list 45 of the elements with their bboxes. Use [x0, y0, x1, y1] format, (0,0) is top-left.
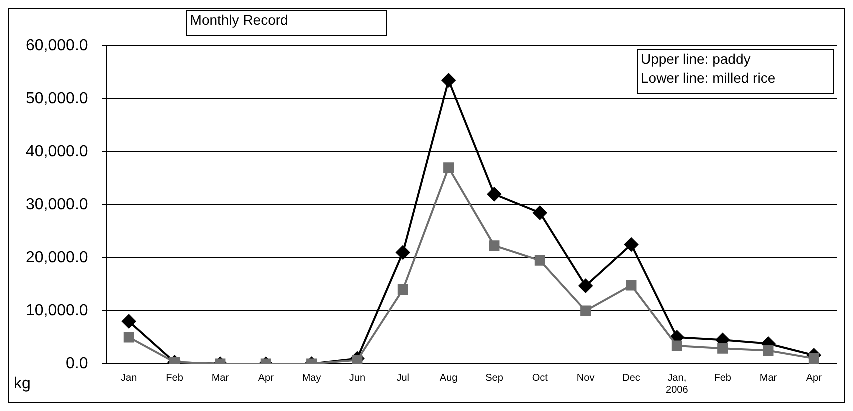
y-axis-title: kg	[14, 375, 31, 392]
x-tick-label: Feb	[714, 372, 732, 384]
point	[352, 355, 363, 364]
point	[487, 187, 502, 202]
chart-title: Monthly Record	[190, 12, 288, 28]
y-tick-label: 50,000.0	[26, 90, 88, 108]
point	[122, 314, 136, 329]
point	[624, 238, 638, 252]
point	[444, 162, 454, 174]
point	[533, 206, 548, 220]
y-tick-label: 30,000.0	[26, 196, 88, 214]
x-tick-label: Jan	[121, 372, 138, 384]
x-tick-label: Feb	[166, 372, 184, 384]
x-tick-label: Oct	[532, 372, 548, 384]
point	[718, 343, 728, 354]
point	[763, 346, 774, 356]
y-tick-label: 40,000.0	[26, 143, 88, 160]
annotation: Upper line: paddy Lower line: milled rice	[641, 50, 776, 86]
x-tick-label: Jan, 2006	[666, 372, 689, 396]
y-tick-label: 0.0	[66, 355, 88, 372]
x-tick-label: Jul	[396, 372, 410, 384]
x-tick-label: May	[302, 372, 322, 384]
point	[580, 306, 592, 316]
y-tick-label: 10,000.0	[26, 302, 88, 320]
point	[489, 240, 500, 252]
point	[396, 246, 410, 260]
x-tick-label: Apr	[806, 372, 823, 384]
x-tick-label: Mar	[760, 372, 778, 384]
x-tick-label: Mar	[212, 372, 230, 384]
x-tick-label: Aug	[440, 372, 458, 384]
x-tick-label: Apr	[258, 372, 275, 384]
x-tick-label: Sep	[486, 372, 504, 384]
point	[672, 340, 682, 352]
y-tick-label: 60,000.0	[26, 37, 88, 54]
x-tick-label: Dec	[622, 372, 640, 384]
point	[808, 353, 820, 364]
point	[124, 332, 134, 343]
x-tick-label: Nov	[576, 372, 595, 384]
point	[398, 284, 408, 296]
point	[442, 73, 456, 88]
point	[578, 279, 593, 294]
y-tick-label: 20,000.0	[26, 249, 88, 266]
point	[626, 280, 637, 291]
x-tick-label: Jun	[349, 372, 366, 384]
point	[534, 255, 546, 266]
